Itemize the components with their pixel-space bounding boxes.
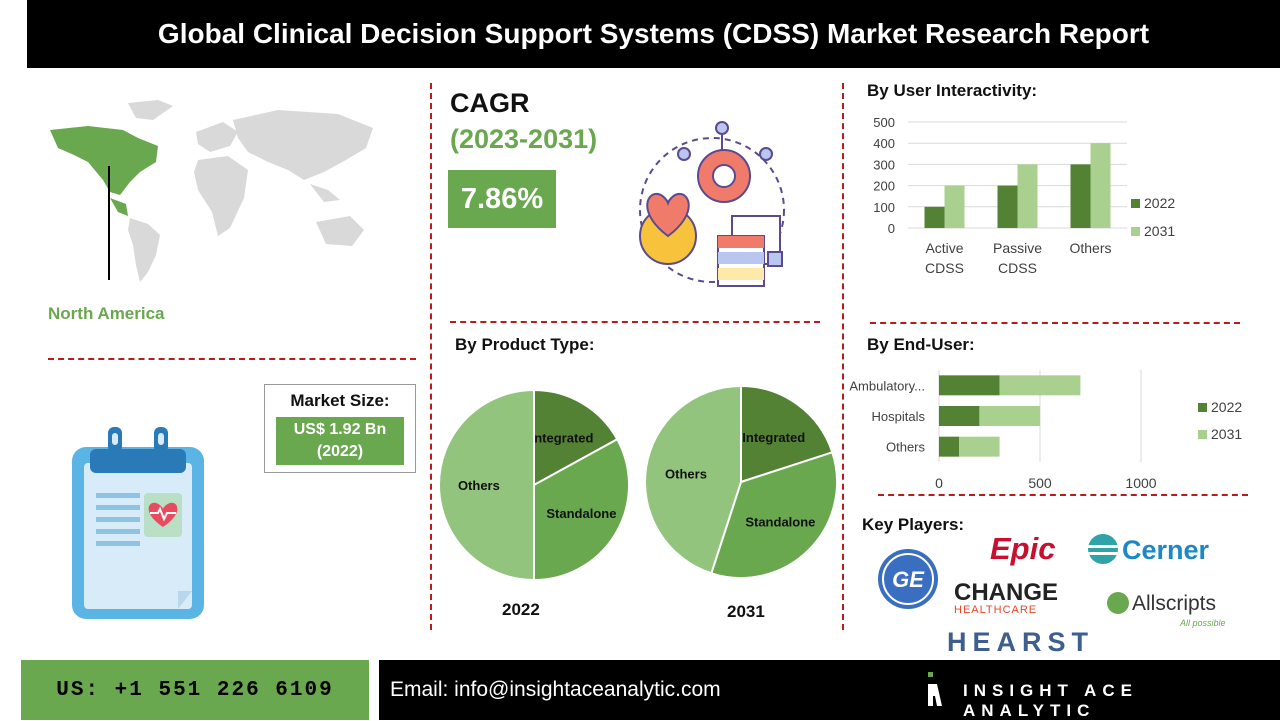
world-map-icon bbox=[50, 100, 373, 282]
legend-label: 2022 bbox=[1144, 195, 1175, 211]
market-size-label: Market Size: bbox=[290, 391, 390, 410]
bar-2031-1 bbox=[1017, 164, 1038, 228]
gear-heart-icon bbox=[639, 121, 785, 287]
y-tick-label: 500 bbox=[873, 115, 895, 130]
user-interactivity-title: By User Interactivity: bbox=[867, 81, 1038, 100]
cagr-label: CAGR bbox=[450, 88, 530, 118]
clipboard-icon bbox=[72, 427, 204, 619]
x-tick-label: 500 bbox=[1028, 475, 1052, 491]
healthcare-logo: HEALTHCARE bbox=[954, 604, 1037, 616]
market-size-value-box: US$ 1.92 Bn (2022) bbox=[276, 417, 404, 465]
bar-2031-2 bbox=[959, 436, 1000, 457]
brand-logo-icon bbox=[928, 672, 942, 706]
epic-logo: Epic bbox=[990, 531, 1055, 566]
x-tick-label: CDSS bbox=[925, 260, 964, 276]
footer-brand: INSIGHT ACE ANALYTIC bbox=[963, 681, 1138, 720]
pie-slice-standalone bbox=[710, 451, 838, 579]
y-tick-label: 200 bbox=[873, 179, 895, 194]
allscripts-tagline: All possible bbox=[1179, 618, 1226, 628]
legend-swatch-2031 bbox=[1198, 430, 1207, 439]
divider-right bbox=[842, 83, 844, 630]
y-tick-label: 400 bbox=[873, 136, 895, 151]
footer-bar: Email: info@insightaceanalytic.com INSIG… bbox=[379, 660, 1280, 720]
pie-slice-integrated bbox=[533, 388, 619, 487]
pie-slice-others bbox=[644, 384, 742, 575]
y-tick-label: Hospitals bbox=[872, 409, 926, 424]
product-type-title: By Product Type: bbox=[455, 335, 595, 354]
key-players-logos: GE Epic Cerner CHANGE HEALTHCARE Allscri… bbox=[878, 531, 1226, 657]
legend-swatch-2022 bbox=[1131, 199, 1140, 208]
x-tick-label: 0 bbox=[935, 475, 943, 491]
cerner-logo-stripe-1 bbox=[1088, 545, 1118, 548]
bar-2031-0 bbox=[999, 375, 1081, 396]
cerner-logo-mark bbox=[1088, 534, 1118, 564]
bar-2031-1 bbox=[979, 406, 1040, 426]
change-logo: CHANGE bbox=[954, 579, 1058, 606]
footer-phone[interactable]: US: +1 551 226 6109 bbox=[21, 660, 369, 720]
legend-label: 2022 bbox=[1211, 399, 1242, 415]
bar-2031-2 bbox=[1090, 143, 1111, 228]
pie-label: Standalone bbox=[546, 506, 616, 521]
bar-2022-2 bbox=[1070, 164, 1091, 228]
x-tick-label: CDSS bbox=[998, 260, 1037, 276]
bar-2022-0 bbox=[939, 375, 1000, 396]
y-tick-label: Others bbox=[886, 440, 926, 455]
ge-logo bbox=[878, 549, 938, 609]
cerner-logo-stripe-2 bbox=[1088, 552, 1118, 555]
legend-label: 2031 bbox=[1211, 426, 1242, 442]
report-title: Global Clinical Decision Support Systems… bbox=[27, 0, 1280, 68]
ge-logo-ring bbox=[882, 553, 934, 605]
allscripts-logo-mark bbox=[1107, 592, 1129, 614]
x-tick-label: Passive bbox=[993, 240, 1042, 256]
market-size-box: Market Size: US$ 1.92 Bn (2022) bbox=[264, 384, 416, 473]
divider-enduser bbox=[878, 494, 1248, 496]
divider-product bbox=[450, 321, 820, 323]
user-interactivity-chart: 0 100 200 300 400 500 Active CDSS Passive CDSS Oth… bbox=[873, 115, 1175, 276]
bar-2022-1 bbox=[997, 185, 1018, 228]
x-tick-label: 1000 bbox=[1125, 475, 1156, 491]
market-size-value: US$ 1.92 Bn bbox=[293, 421, 387, 438]
end-user-chart: 0 500 1000 Ambulatory... Hospitals Others 202… bbox=[849, 370, 1242, 491]
legend-swatch-2031 bbox=[1131, 227, 1140, 236]
bar-2022-0 bbox=[924, 206, 945, 228]
legend-label: 2031 bbox=[1144, 223, 1175, 239]
key-players-title: Key Players: bbox=[862, 515, 965, 534]
end-user-title: By End-User: bbox=[867, 335, 975, 354]
pie-label: Others bbox=[458, 478, 500, 493]
market-size-year: (2022) bbox=[316, 443, 364, 460]
bar-2022-1 bbox=[939, 406, 980, 426]
y-tick-label: 300 bbox=[873, 157, 895, 172]
bar-2022-2 bbox=[939, 436, 960, 457]
bar-2031-0 bbox=[944, 185, 965, 228]
x-tick-label: Others bbox=[1069, 240, 1111, 256]
region-label: North America bbox=[48, 304, 165, 323]
allscripts-logo: Allscripts bbox=[1132, 592, 1216, 615]
map-pointer-line bbox=[108, 166, 110, 280]
product-pie-charts: Integrated Standalone Others Integrated Sta… bbox=[438, 384, 838, 582]
pie-label: Integrated bbox=[531, 431, 594, 446]
divider-user bbox=[870, 322, 1240, 324]
pie-2031-caption: 2031 bbox=[727, 602, 765, 621]
x-tick-label: Active bbox=[925, 240, 963, 256]
pie-slice-standalone bbox=[533, 437, 630, 582]
footer-email[interactable]: Email: info@insightaceanalytic.com bbox=[390, 678, 721, 701]
pie-label: Others bbox=[665, 466, 707, 481]
y-tick-label: 0 bbox=[888, 221, 895, 236]
pie-label: Standalone bbox=[745, 514, 815, 529]
ge-logo-text: GE bbox=[892, 567, 925, 592]
cagr-value: 7.86% bbox=[448, 170, 556, 228]
hearst-logo: HEARST bbox=[947, 627, 1094, 657]
pie-slice-others bbox=[438, 388, 535, 582]
pie-2022-caption: 2022 bbox=[502, 600, 540, 619]
pie-slice-integrated bbox=[740, 384, 834, 484]
pie-label: Integrated bbox=[742, 430, 805, 445]
cagr-period: (2023-2031) bbox=[450, 124, 598, 154]
divider-left bbox=[430, 83, 432, 630]
divider-region bbox=[48, 358, 416, 360]
y-tick-label: 100 bbox=[873, 200, 895, 215]
legend-swatch-2022 bbox=[1198, 403, 1207, 412]
y-tick-label: Ambulatory... bbox=[849, 378, 925, 393]
cerner-logo: Cerner bbox=[1122, 535, 1210, 565]
